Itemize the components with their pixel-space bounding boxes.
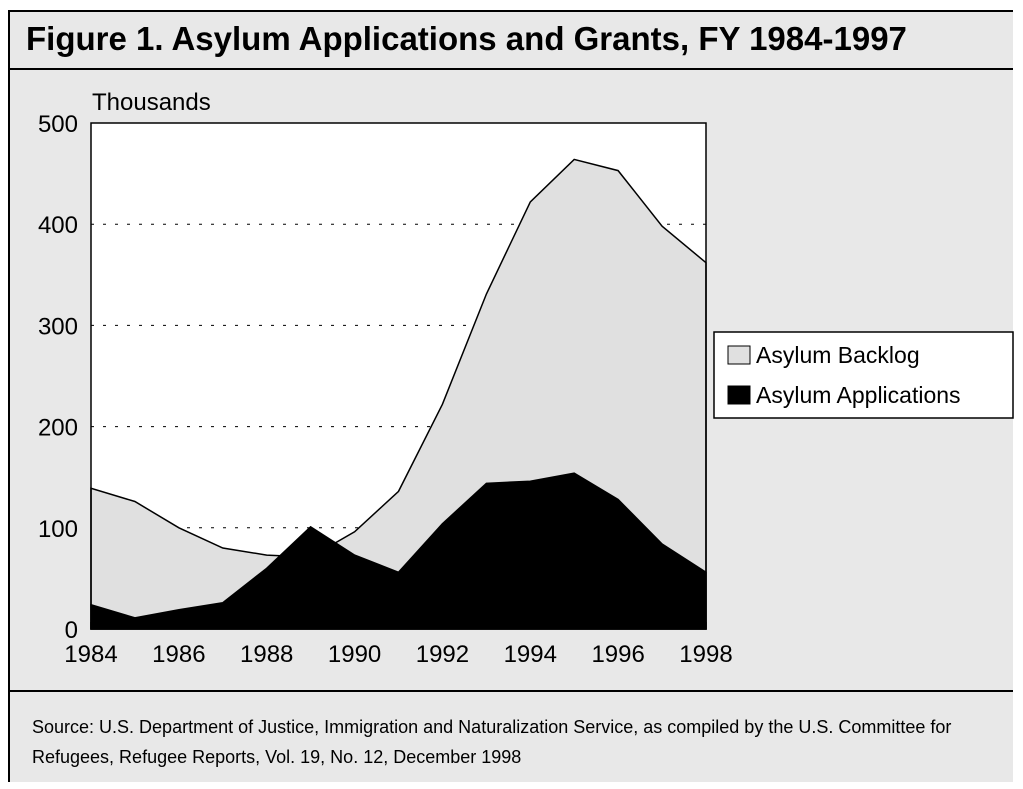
- x-tick-label: 1998: [679, 641, 732, 668]
- x-tick-label: 1988: [240, 641, 293, 668]
- x-tick-label: 1996: [591, 641, 644, 668]
- y-axis-label: Thousands: [92, 89, 211, 116]
- y-tick-label: 300: [38, 313, 78, 340]
- series-areas: [90, 158, 707, 630]
- x-tick-label: 1994: [504, 641, 557, 668]
- legend-box: [713, 331, 1014, 419]
- y-axis-ticks: 0 100 200 300 400 500: [38, 111, 78, 644]
- source-note: Source: U.S. Department of Justice, Immi…: [32, 717, 952, 767]
- y-tick-label: 0: [65, 617, 78, 644]
- y-tick-label: 400: [38, 212, 78, 239]
- legend-swatch-asylum-applications: [727, 385, 751, 405]
- legend-label-asylum-backlog: Asylum Backlog: [756, 342, 920, 368]
- legend-label-asylum-applications: Asylum Applications: [756, 382, 961, 408]
- x-tick-label: 1992: [416, 641, 469, 668]
- y-tick-label: 200: [38, 415, 78, 442]
- legend-swatch-asylum-backlog: [727, 345, 751, 365]
- x-tick-label: 1984: [64, 641, 117, 668]
- x-tick-label: 1986: [152, 641, 205, 668]
- x-tick-label: 1990: [328, 641, 381, 668]
- title-divider: [10, 68, 1013, 70]
- y-tick-label: 100: [38, 516, 78, 543]
- y-tick-label: 500: [38, 111, 78, 138]
- source-divider: [10, 690, 1013, 692]
- x-axis-ticks: 1984 1986 1988 1990 1992 1994 1996 1998: [64, 622, 733, 668]
- legend: Asylum Backlog Asylum Applications: [713, 331, 1014, 419]
- area-asylum-applications: [90, 472, 707, 630]
- figure-title: Figure 1. Asylum Applications and Grants…: [26, 20, 907, 57]
- plot-border: [90, 122, 707, 630]
